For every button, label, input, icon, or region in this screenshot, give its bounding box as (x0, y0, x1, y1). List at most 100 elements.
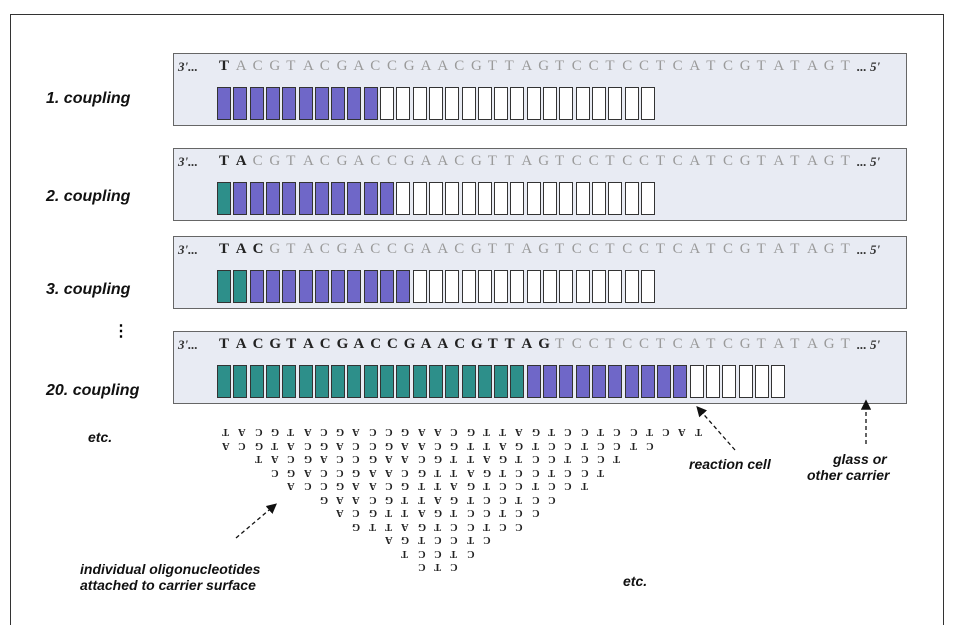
sequence-letter: A (353, 241, 365, 257)
oligo-letter: C (515, 507, 523, 518)
oligo-letter: T (499, 466, 507, 478)
oligo-letter: C (662, 426, 670, 437)
oligo-letter: A (433, 493, 442, 505)
oligo-letter: G (450, 439, 459, 451)
sequence-letter: C (319, 241, 330, 257)
reaction-cell (217, 270, 231, 303)
five-prime-label: ... 5' (857, 337, 881, 352)
oligo-letter: A (368, 480, 377, 491)
sequence-letter: A (420, 58, 432, 74)
oligo-letter: G (401, 534, 410, 545)
reaction-cell (477, 87, 492, 120)
sequence-letter: C (723, 153, 734, 169)
oligo-letter: A (401, 453, 409, 464)
sequence-letter: A (773, 336, 785, 352)
sequence-letter: G (336, 153, 348, 169)
reaction-cell (624, 365, 639, 398)
oligo-letter: C (466, 507, 475, 518)
sequence-letter: C (622, 58, 633, 74)
reaction-cell (591, 182, 606, 215)
oligo-letter: A (466, 466, 475, 478)
reaction-cell (526, 182, 541, 215)
sequence-letter: C (588, 241, 599, 257)
reaction-cell (510, 182, 525, 215)
reaction-cell (477, 182, 492, 215)
sequence-letter: A (303, 58, 314, 74)
sequence-letter: C (252, 58, 263, 74)
sequence-letter: T (555, 336, 565, 352)
oligo-letter: G (417, 520, 426, 532)
oligo-letter: C (466, 547, 475, 559)
reaction-cell (217, 182, 231, 215)
oligonucleotides-label-1: individual oligonucleotides (80, 561, 261, 577)
sequence-letter: C (672, 58, 683, 74)
sequence-letter: C (387, 153, 398, 169)
reaction-cell (575, 270, 590, 303)
reaction-cell (575, 365, 590, 398)
reaction-cell (282, 182, 297, 215)
sequence-letter: T (286, 241, 296, 257)
sequence-letter: T (655, 58, 665, 74)
reaction-cell (265, 365, 280, 398)
oligo-letter: C (564, 426, 572, 437)
reaction-cell (265, 87, 280, 120)
oligo-letter: C (336, 466, 344, 478)
oligo-letter: G (401, 426, 410, 437)
sequence-letter: A (420, 241, 432, 257)
coupling-panel: 3'... T A C G T A C G A C C G A A C G T T A G T C C T C C T C A T C G T A T… (173, 331, 907, 404)
oligo-letter: T (385, 520, 393, 532)
oligonucleotides-arrow (235, 503, 277, 539)
reaction-cell (396, 87, 411, 120)
sequence-letter: A (235, 58, 247, 74)
oligo-letter: G (417, 466, 426, 478)
oligo-letter: C (433, 534, 442, 545)
reaction-cell (380, 87, 394, 120)
reaction-cell (282, 365, 297, 398)
sequence-letter: T (286, 153, 296, 169)
sequence-letter: G (739, 241, 751, 257)
sequence-letter: A (689, 153, 701, 169)
oligo-letter: C (401, 466, 409, 478)
sequence-letter: T (219, 58, 230, 74)
sequence-letter: C (622, 336, 633, 352)
sequence-letter: G (269, 58, 281, 74)
oligo-letter: T (531, 439, 539, 451)
sequence-letter: C (319, 58, 330, 74)
reaction-cell (608, 182, 623, 215)
oligo-letter: A (352, 493, 360, 505)
oligo-letter: T (482, 426, 490, 437)
sequence-letter: T (706, 153, 716, 169)
oligo-letter: G (466, 426, 475, 437)
reaction-cell (640, 87, 655, 120)
sequence-letter: T (504, 58, 514, 74)
oligo-letter: T (450, 547, 458, 559)
sequence-letter: C (571, 153, 582, 169)
sequence-letter: T (555, 153, 565, 169)
sequence-letter: A (235, 241, 247, 257)
sequence-letter: C (571, 58, 582, 74)
oligo-letter: A (336, 493, 344, 505)
three-prime-label: 3'... (178, 154, 198, 169)
etc-bottom-label: etc. (623, 573, 648, 589)
reaction-cell (494, 182, 509, 215)
oligo-letter: T (287, 426, 295, 437)
sequence-letter: T (840, 336, 850, 352)
reaction-cell (282, 87, 297, 120)
reaction-cell (477, 270, 492, 303)
reaction-cell (510, 270, 525, 303)
sequence-letter: T (790, 241, 800, 257)
sequence-letter: G (403, 241, 415, 257)
reaction-cell (363, 270, 378, 303)
oligo-letter: C (515, 520, 523, 532)
reaction-cell (363, 182, 378, 215)
sequence-letter: T (219, 241, 230, 257)
oligo-letter: C (596, 439, 605, 451)
sequence-letter: T (487, 58, 497, 74)
oligo-letter: T (596, 426, 604, 437)
sequence-letter: A (773, 58, 785, 74)
reaction-cell (771, 365, 786, 398)
sequence-letter: A (689, 58, 701, 74)
oligo-letter: C (385, 480, 393, 491)
sequence-letter: T (504, 241, 514, 257)
sequence-letter: T (756, 241, 766, 257)
